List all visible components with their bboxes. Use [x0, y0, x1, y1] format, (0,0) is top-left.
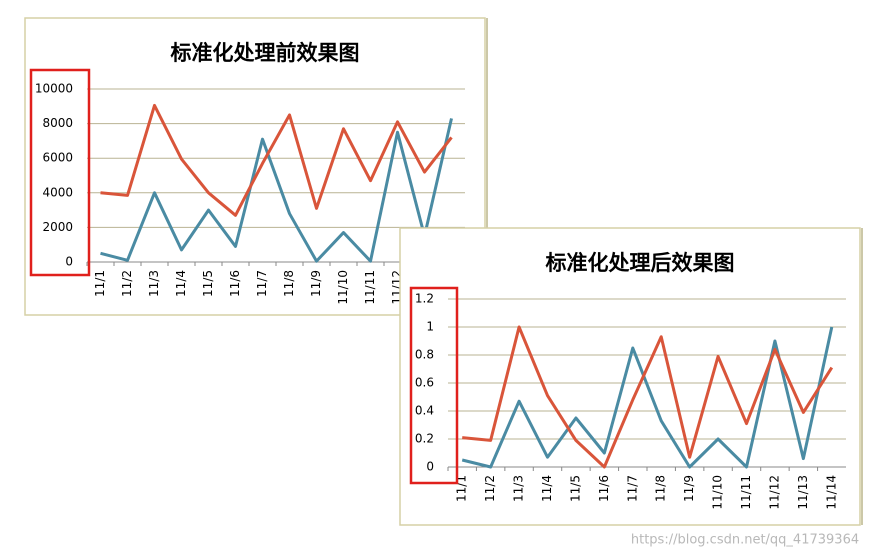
chart-title: 标准化处理前效果图 [171, 41, 360, 65]
y-tick-label: 0.6 [415, 376, 434, 390]
x-tick-label: 11/13 [796, 475, 810, 510]
highlight-box [29, 68, 91, 277]
y-tick-label: 0 [65, 255, 73, 269]
highlight-box [409, 286, 459, 485]
x-tick-label: 11/4 [540, 475, 554, 502]
y-tick-label: 8000 [42, 116, 73, 130]
x-tick-label: 11/3 [147, 270, 161, 297]
y-tick-label: 0.2 [415, 432, 434, 446]
data-line [100, 103, 453, 217]
x-tick-label: 11/2 [483, 475, 497, 502]
x-tick-label: 11/1 [93, 270, 107, 297]
x-tick-label: 11/9 [682, 475, 696, 502]
x-tick-label: 11/6 [228, 270, 242, 297]
y-tick-label: 0.8 [415, 348, 434, 362]
y-tick-label: 6000 [42, 151, 73, 165]
x-tick-label: 11/14 [824, 475, 838, 510]
y-tick-label: 2000 [42, 220, 73, 234]
y-tick-label: 0.4 [415, 404, 434, 418]
x-tick-label: 11/10 [711, 475, 725, 510]
x-tick-label: 11/5 [568, 475, 582, 502]
x-tick-label: 11/8 [282, 270, 296, 297]
data-line [100, 118, 453, 263]
x-tick-label: 11/11 [363, 270, 377, 305]
x-tick-label: 11/9 [309, 270, 323, 297]
x-tick-label: 11/11 [739, 475, 753, 510]
x-tick-label: 11/8 [654, 475, 668, 502]
x-tick-label: 11/3 [512, 475, 526, 502]
x-tick-label: 11/12 [767, 475, 781, 510]
chart-title: 标准化处理后效果图 [546, 251, 735, 275]
x-tick-label: 11/2 [120, 270, 134, 297]
y-tick-label: 1.2 [415, 292, 434, 306]
x-tick-label: 11/5 [201, 270, 215, 297]
x-tick-label: 11/4 [174, 270, 188, 297]
x-tick-label: 11/7 [255, 270, 269, 297]
data-line [462, 325, 834, 469]
x-tick-label: 11/7 [625, 475, 639, 502]
watermark: https://blog.csdn.net/qq_41739364 [631, 533, 859, 548]
x-tick-label: 11/6 [597, 475, 611, 502]
y-tick-label: 10000 [35, 82, 73, 96]
y-tick-label: 4000 [42, 185, 73, 199]
y-tick-label: 1 [426, 320, 434, 334]
x-tick-label: 11/10 [336, 270, 350, 305]
chart: 标准化处理前效果图 0 2000 4000 6000 8000 10000 11/1 11/2 1… [24, 17, 488, 316]
y-tick-label: 0 [426, 460, 434, 474]
